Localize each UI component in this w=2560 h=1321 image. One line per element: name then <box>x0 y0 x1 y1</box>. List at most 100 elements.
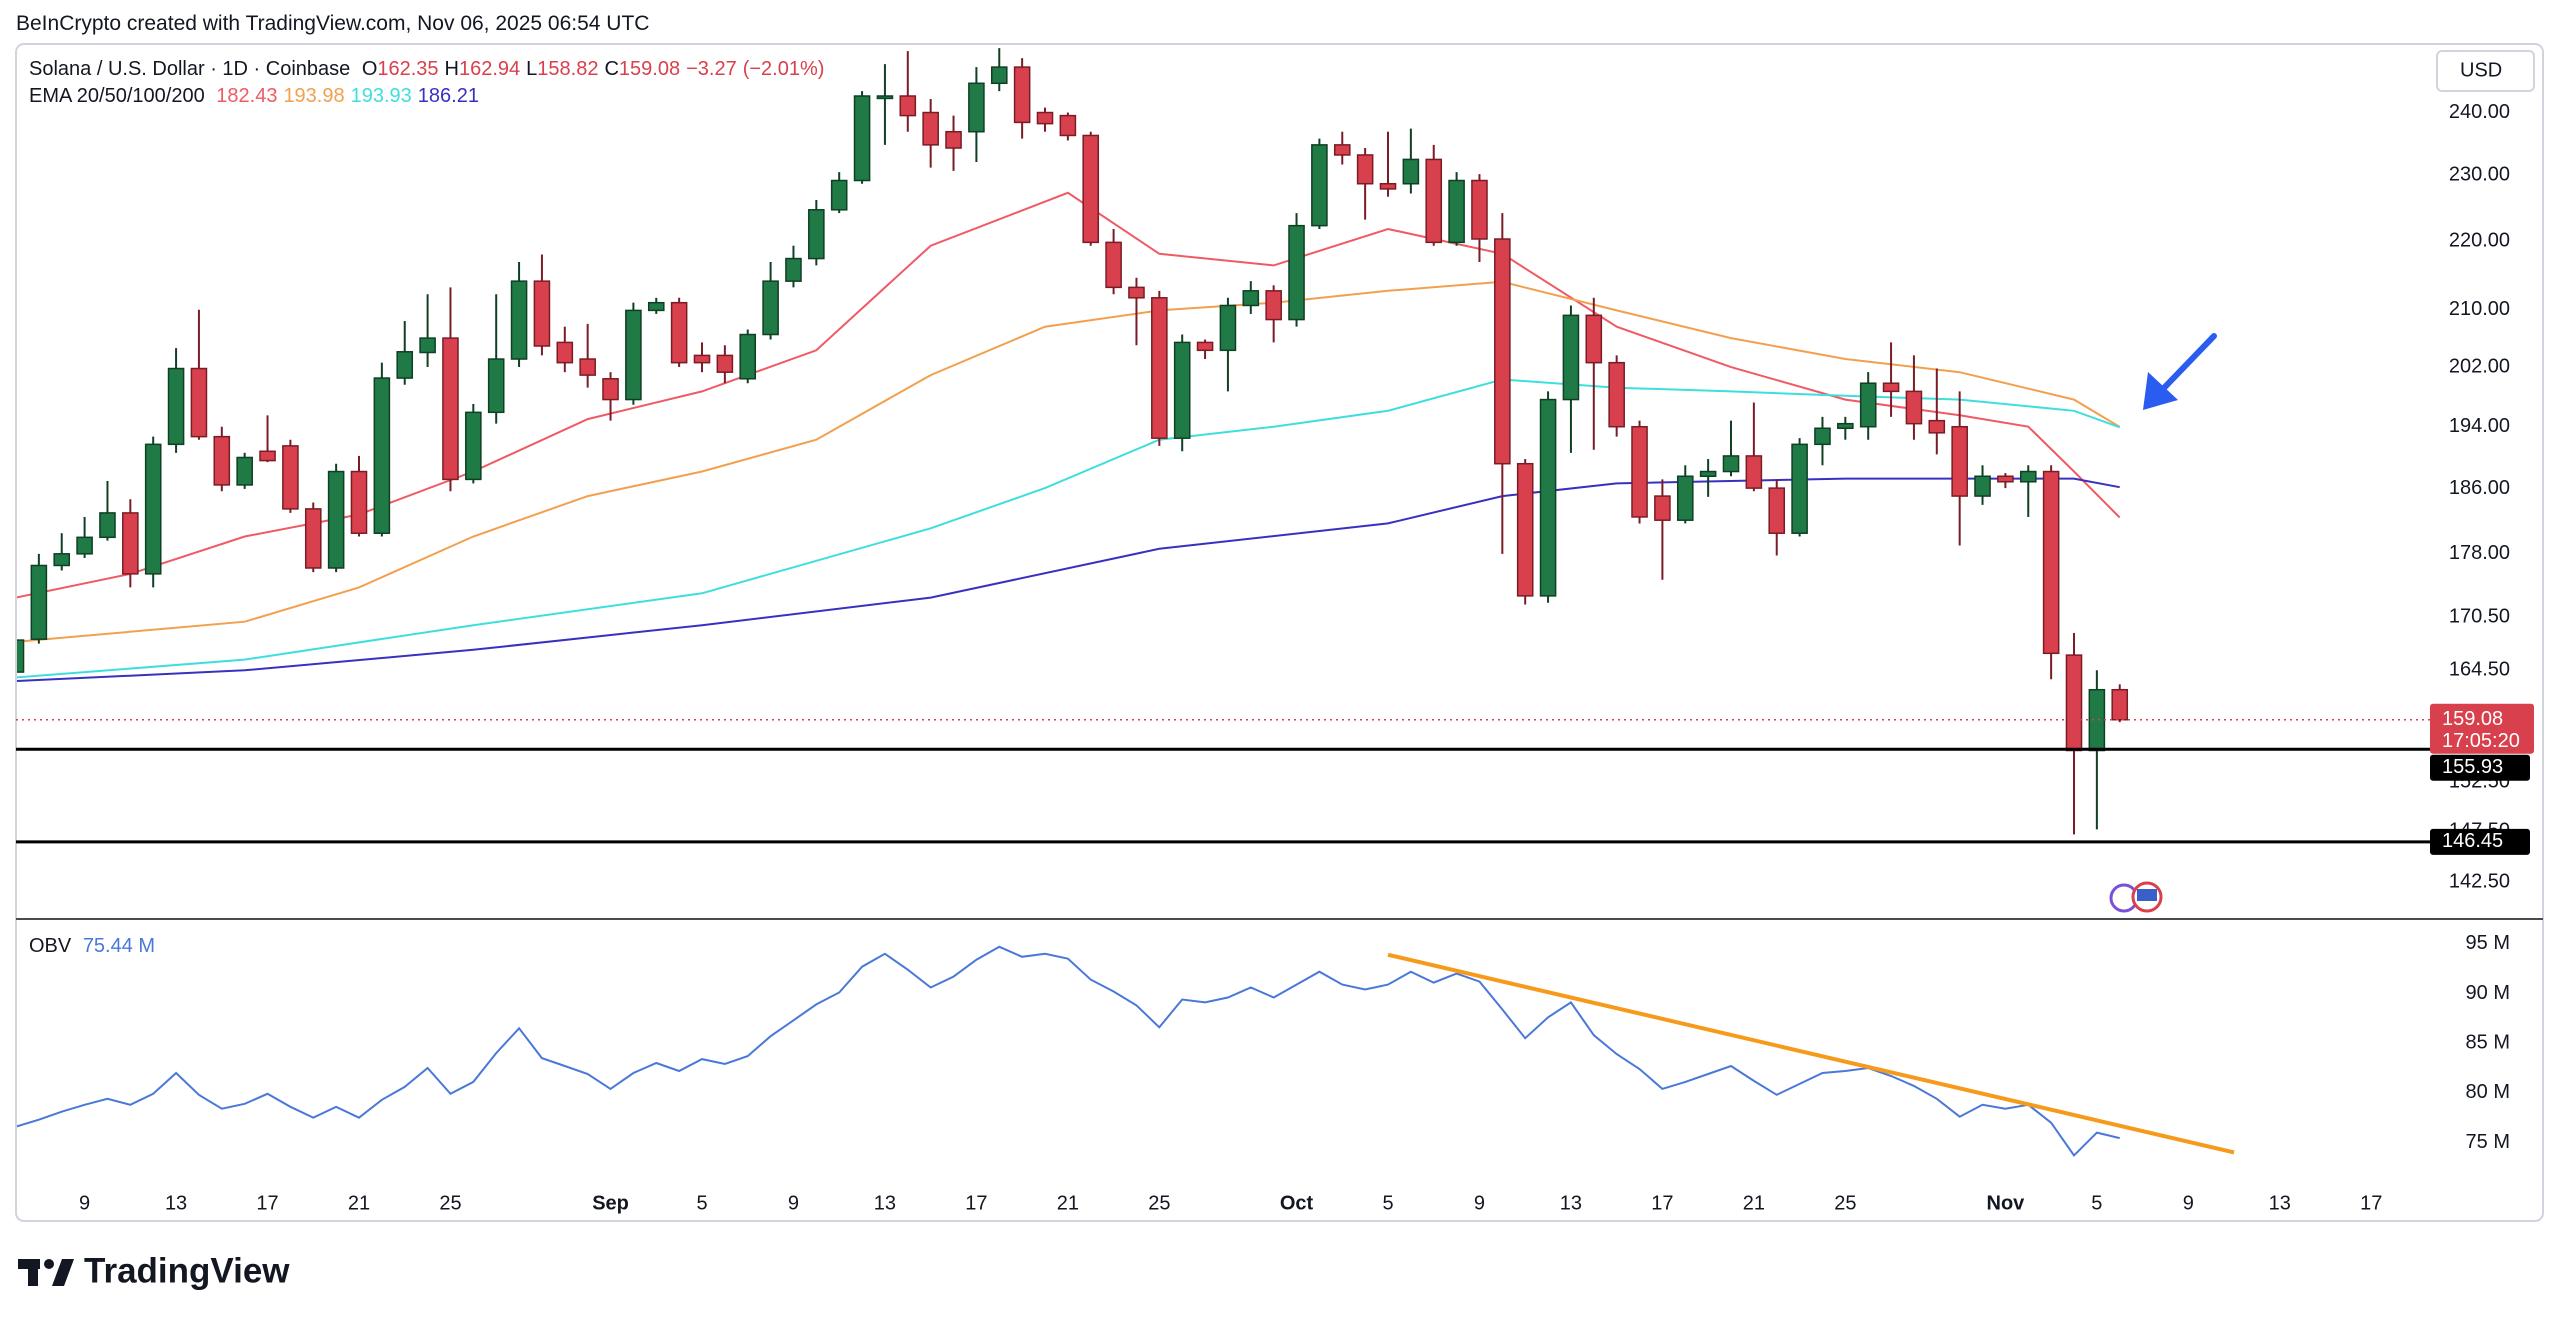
y-tick-label: 170.50 <box>2449 606 2510 628</box>
candle-body <box>670 301 688 364</box>
candle-body <box>1402 158 1420 185</box>
candle-body <box>1425 158 1443 244</box>
candle-body <box>510 280 528 360</box>
candle-body <box>762 280 779 336</box>
candle-body <box>716 354 734 373</box>
candle-body <box>213 435 231 486</box>
candle-body <box>1882 382 1900 393</box>
obv-value: 75.44 M <box>82 935 156 957</box>
candle-body <box>30 564 48 640</box>
candle-body <box>282 445 299 510</box>
x-tick-label: 5 <box>696 1192 707 1214</box>
price-pane <box>17 48 2129 835</box>
obv-pane <box>17 945 2235 1157</box>
brand: TradingView <box>84 1251 290 1290</box>
candle-body <box>1379 182 1397 190</box>
candle-body <box>968 82 985 133</box>
candle-body <box>1151 297 1168 439</box>
x-tick-label: 13 <box>1560 1192 1582 1214</box>
y-tick-label: 210.00 <box>2449 298 2510 320</box>
ema-line <box>17 378 2121 679</box>
candle-body <box>236 456 253 486</box>
candle-body <box>122 512 139 575</box>
ema-value: 193.98 <box>283 85 345 107</box>
x-tick-label: 25 <box>1834 1192 1856 1214</box>
candle-body <box>465 411 482 481</box>
ohlc-prefix: H <box>444 58 459 80</box>
candle-body <box>625 309 642 401</box>
candle-body <box>1631 425 1648 518</box>
x-tick-label: 9 <box>79 1192 90 1214</box>
ema-line <box>17 477 2120 683</box>
obv-line <box>17 945 2120 1157</box>
change-pct: (−2.01%) <box>742 58 825 80</box>
indicator-name: EMA 20/50/100/200 <box>29 85 205 107</box>
obv-tick-label: 95 M <box>2466 932 2510 954</box>
candle-body <box>1013 66 1031 124</box>
x-tick-label: 17 <box>2360 1192 2382 1214</box>
candle-body <box>144 443 162 575</box>
x-tick-label: 17 <box>965 1192 987 1214</box>
x-tick-label: 9 <box>2183 1192 2194 1214</box>
y-tick-label: 164.50 <box>2449 659 2510 681</box>
candle-body <box>1059 114 1077 137</box>
currency-box[interactable] <box>2436 50 2535 92</box>
candle-body <box>190 367 208 438</box>
ohlc-value: 158.82 <box>537 58 599 80</box>
event-icons <box>2109 881 2163 913</box>
obv-tick-label: 90 M <box>2466 982 2510 1004</box>
candle-body <box>1745 455 1763 489</box>
x-tick-label: 17 <box>1651 1192 1673 1214</box>
candle-body <box>350 470 368 534</box>
candle-body <box>1173 341 1191 439</box>
x-tick-label: 9 <box>1474 1192 1485 1214</box>
candle-body <box>1562 314 1580 401</box>
x-tick-label: 17 <box>256 1192 278 1214</box>
candle-body <box>1356 154 1374 185</box>
candle-body <box>785 257 802 282</box>
last-price-box <box>2430 703 2534 754</box>
x-tick-label: 25 <box>439 1192 461 1214</box>
y-tick-label: 186.00 <box>2449 477 2510 499</box>
legend-obv: OBV 75.44 M <box>29 933 161 959</box>
obv-trendline <box>1387 952 2235 1155</box>
x-tick-label: 21 <box>1057 1192 1079 1214</box>
candle-body <box>853 95 871 182</box>
level-box <box>2430 828 2530 855</box>
obv-tick-label: 75 M <box>2466 1131 2510 1153</box>
candle-body <box>1448 179 1465 244</box>
candle-body <box>1333 144 1351 156</box>
candle-body <box>2042 470 2060 655</box>
candle-body <box>2088 688 2106 752</box>
candle-body <box>419 337 436 354</box>
annotation-arrow <box>2143 333 2217 410</box>
candle-body <box>1768 487 1786 534</box>
candle-body <box>1608 361 1625 428</box>
candle-body <box>1676 475 1694 521</box>
candle-body <box>1974 475 1991 497</box>
x-tick-label: 5 <box>1382 1192 1393 1214</box>
y-tick-label: 240.00 <box>2449 101 2510 123</box>
candle-body <box>808 209 825 260</box>
candle-body <box>1128 286 1145 299</box>
candle-body <box>1265 290 1282 321</box>
candle-body <box>1494 238 1511 465</box>
chart-frame <box>15 43 2544 1222</box>
candle-body <box>579 358 596 376</box>
candle-body <box>17 639 25 673</box>
candle-body <box>1837 422 1854 429</box>
last-price-label: 159.08 <box>2442 708 2503 730</box>
candle-body <box>2065 654 2083 752</box>
candle-body <box>1516 462 1534 597</box>
change: −3.27 <box>686 58 737 80</box>
candle-body <box>922 111 939 146</box>
candle-body <box>990 66 1008 85</box>
candle-body <box>647 301 665 312</box>
candle-body <box>876 95 894 100</box>
candle-body <box>1859 382 1877 428</box>
candle-body <box>1905 390 1923 425</box>
candle-body <box>1036 111 1054 125</box>
brand-logo <box>18 1259 74 1286</box>
candle-body <box>167 367 185 446</box>
y-tick-label: 194.00 <box>2449 415 2510 437</box>
